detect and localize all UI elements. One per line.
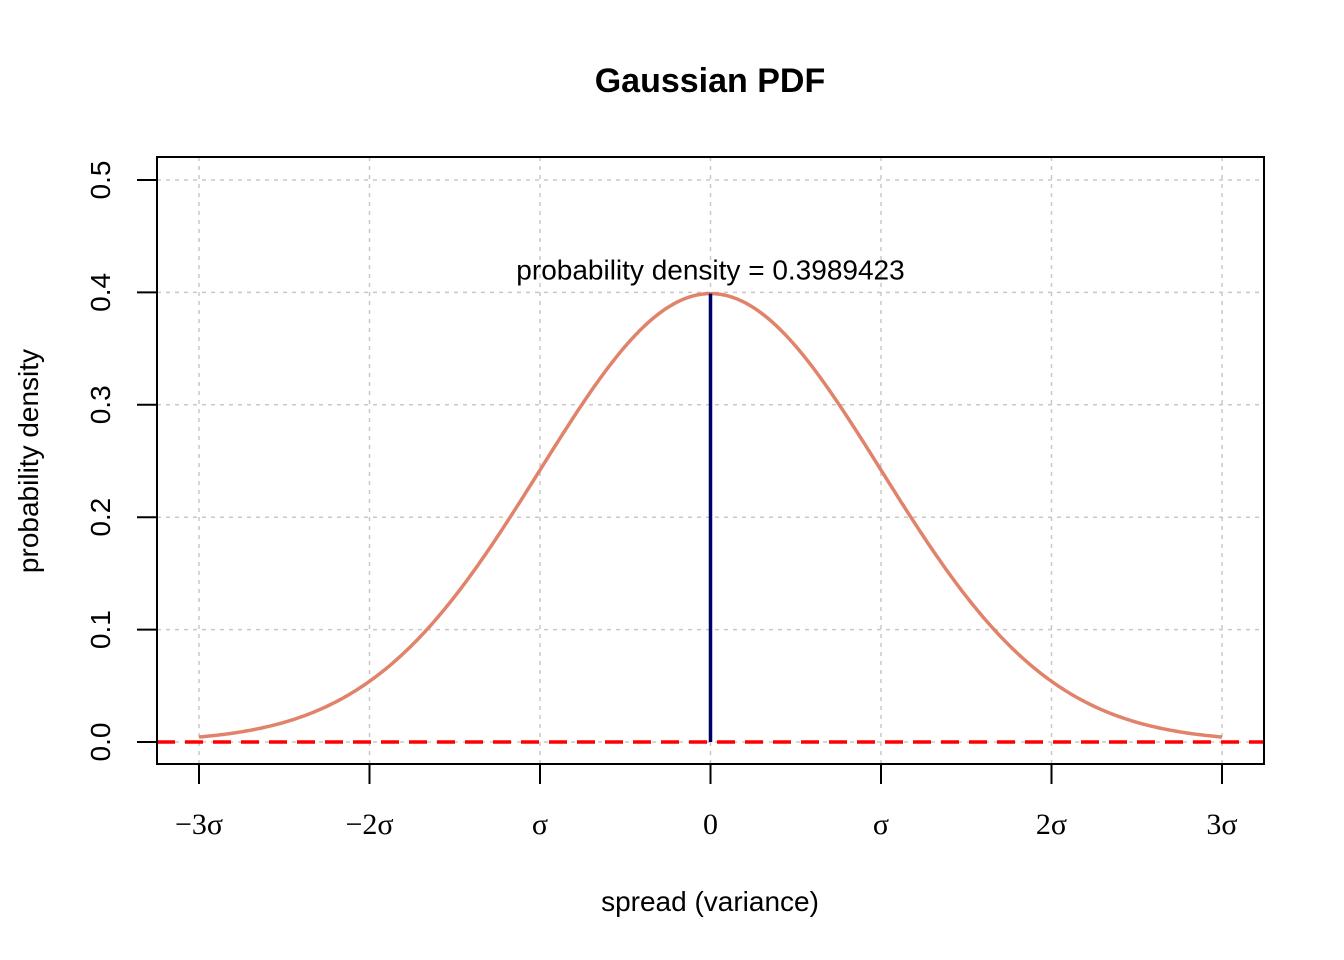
y-tick-label-0: 0.0 [85, 723, 116, 762]
x-axis-label: spread (variance) [601, 886, 819, 917]
x-tick-label-0: −3σ [175, 808, 223, 841]
y-tick-label-1: 0.1 [85, 610, 116, 649]
x-tick-label-3: 0 [703, 808, 718, 841]
x-axis: −3σ −2σ σ 0 σ 2σ 3σ [175, 763, 1238, 841]
chart-marks: probability density = 0.3989423 [157, 255, 1264, 744]
x-tick-label-5: 2σ [1036, 808, 1067, 841]
chart-title: Gaussian PDF [595, 62, 826, 100]
y-tick-label-5: 0.5 [85, 161, 116, 200]
y-axis-label: probability density [13, 349, 44, 573]
y-axis: 0.0 0.1 0.2 0.3 0.4 0.5 [85, 161, 158, 762]
x-tick-label-6: 3σ [1206, 808, 1237, 841]
y-tick-label-4: 0.4 [85, 273, 116, 312]
x-tick-label-4: σ [873, 808, 889, 841]
peak-annotation: probability density = 0.3989423 [516, 255, 904, 286]
y-tick-label-2: 0.2 [85, 498, 116, 537]
x-tick-label-1: −2σ [345, 808, 393, 841]
y-tick-label-3: 0.3 [85, 385, 116, 424]
x-tick-label-2: σ [532, 808, 548, 841]
